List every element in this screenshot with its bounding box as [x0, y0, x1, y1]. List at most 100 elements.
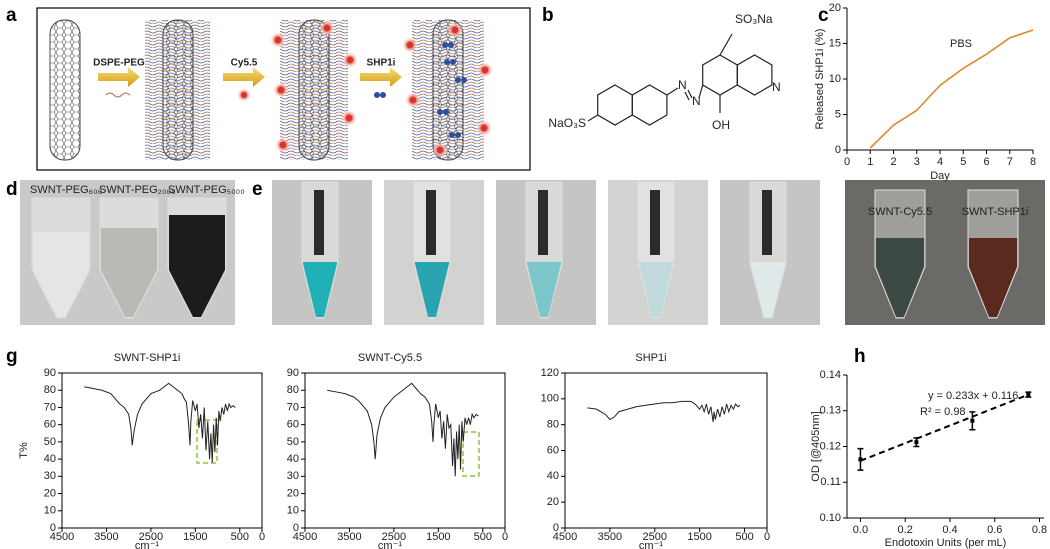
drug [444, 59, 450, 65]
x-axis-label: cm⁻¹ [639, 540, 663, 549]
x-tick-label: 4500 [293, 531, 317, 543]
panel-label: c [818, 5, 829, 26]
y-tick-label: 15 [829, 37, 841, 49]
tube-liquid [169, 215, 225, 317]
molecule-labels: SO₃Na NaO₃S OH N N N [548, 12, 780, 132]
x-tick-label: 4500 [553, 531, 577, 543]
x-tick-label: 500 [231, 531, 249, 543]
point [970, 418, 975, 423]
drug [442, 42, 448, 48]
tube-cap [538, 190, 548, 255]
panel-label: a [6, 5, 17, 26]
x-tick-label: 1500 [183, 531, 207, 543]
nanotube [298, 19, 330, 161]
fit-line [860, 393, 1029, 462]
drug-icon [374, 92, 380, 98]
series-line [84, 382, 236, 463]
x-tick-label: 500 [474, 531, 492, 543]
arrow [98, 67, 140, 87]
tube-cap [314, 190, 324, 255]
atom-label: N [692, 94, 701, 108]
nanotube [162, 19, 194, 161]
y-tick-label: 0 [50, 522, 56, 534]
drug-icon [380, 92, 386, 98]
y-tick-label: 20 [547, 496, 559, 508]
x-tick-label: 1500 [687, 531, 711, 543]
y-tick-label: 40 [44, 453, 56, 465]
atom-label: NaO₃S [548, 116, 586, 130]
y-tick-label: 30 [44, 470, 56, 482]
x-tick-label: 0.2 [898, 524, 913, 536]
x-axis-label: Day [930, 170, 950, 182]
atom-label: N [678, 78, 687, 92]
x-tick-label: 4500 [50, 531, 74, 543]
y-tick-label: 70 [287, 401, 299, 413]
y-tick-label: 0.11 [820, 476, 841, 488]
y-tick-label: 50 [44, 436, 56, 448]
x-tick-label: 0 [764, 531, 770, 543]
photo-label: SWNT-PEG₆₀₀ [30, 184, 102, 196]
x-tick-label: 0 [844, 156, 850, 168]
tube-cap [650, 190, 660, 255]
chart-title: SWNT-SHP1i [114, 352, 181, 364]
y-tick-label: 70 [44, 401, 56, 413]
ring [702, 54, 738, 96]
dye [477, 62, 493, 78]
plot-frame [564, 372, 768, 529]
ring [631, 84, 668, 126]
x-tick-label: 0.6 [987, 524, 1002, 536]
dye [342, 52, 358, 68]
dye [319, 20, 335, 36]
y-tick-label: 0 [835, 144, 841, 156]
y-tick-label: 90 [287, 367, 299, 379]
y-tick-label: 100 [541, 393, 559, 405]
annotation: y = 0.233x + 0.116 [928, 390, 1018, 402]
y-tick-label: 0 [553, 522, 559, 534]
ring [597, 84, 633, 126]
panel-label: d [6, 179, 18, 200]
x-axis-label: Endotoxin Units (per mL) [885, 537, 1007, 549]
dye-icon [237, 88, 251, 102]
tube-liquid [33, 232, 89, 317]
dye [270, 32, 286, 48]
tube-liquid [876, 238, 924, 317]
drug [449, 132, 455, 138]
y-tick-label: 10 [44, 505, 56, 517]
photo-label: SWNT-PEG₂₀₀₀ [99, 184, 176, 196]
dye [476, 120, 492, 136]
x-tick-label: 0.4 [942, 524, 957, 536]
series-line [327, 382, 479, 477]
y-tick-label: 80 [287, 384, 299, 396]
photo-label: SWNT-SHP1i [962, 206, 1029, 218]
panel-label: h [854, 346, 866, 367]
tube-liquid [415, 262, 449, 317]
drug [437, 109, 443, 115]
x-tick-label: 1500 [426, 531, 450, 543]
highlight-box [462, 431, 480, 477]
tube-liquid [101, 228, 157, 317]
dye [341, 110, 357, 126]
panel-label: g [6, 346, 18, 367]
point [858, 457, 863, 462]
x-tick-label: 500 [735, 531, 753, 543]
molecule-b [587, 33, 773, 126]
tube-cap [762, 190, 772, 255]
y-tick-label: 80 [547, 419, 559, 431]
x-tick-label: 2500 [139, 531, 163, 543]
x-tick-label: 6 [983, 156, 989, 168]
dye [402, 37, 418, 53]
y-tick-label: 60 [287, 419, 299, 431]
drug [443, 109, 449, 115]
y-tick-label: 0 [293, 522, 299, 534]
drug [450, 59, 456, 65]
dye [405, 92, 421, 108]
y-tick-label: 0.13 [820, 405, 841, 417]
x-tick-label: 0.0 [853, 524, 868, 536]
x-axis-label: cm⁻¹ [135, 540, 159, 549]
y-tick-label: 10 [287, 505, 299, 517]
y-tick-label: 0.10 [820, 512, 841, 524]
dye [275, 137, 291, 153]
annotation: R² = 0.98 [920, 406, 966, 418]
y-tick-label: 0.14 [820, 369, 841, 381]
atom-label: SO₃Na [735, 12, 773, 26]
